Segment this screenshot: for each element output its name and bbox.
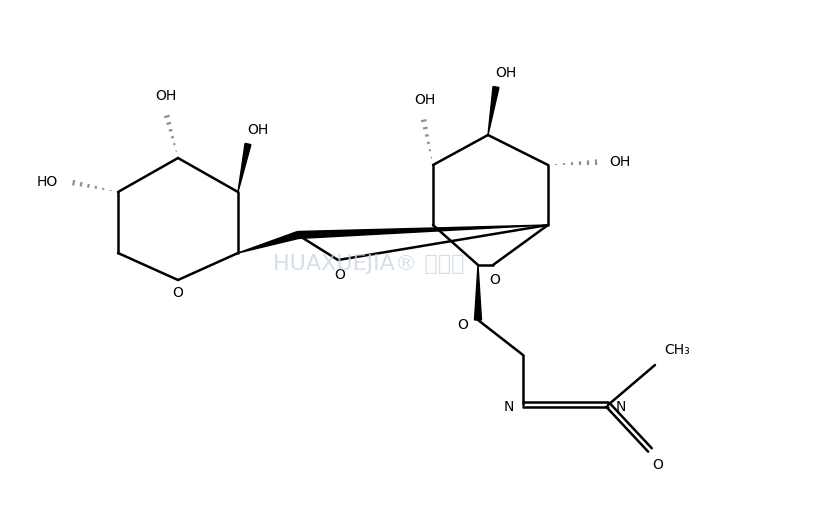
Text: O: O bbox=[172, 286, 183, 300]
Text: OH: OH bbox=[155, 89, 176, 103]
Text: HO: HO bbox=[37, 175, 58, 189]
Text: N: N bbox=[615, 400, 625, 414]
Text: O: O bbox=[457, 318, 468, 332]
Polygon shape bbox=[237, 232, 298, 253]
Text: HUAXUEJIA® 化学加: HUAXUEJIA® 化学加 bbox=[273, 253, 463, 274]
Text: OH: OH bbox=[609, 155, 630, 169]
Text: O: O bbox=[489, 273, 500, 287]
Text: N: N bbox=[503, 400, 513, 414]
Text: OH: OH bbox=[495, 66, 516, 80]
Polygon shape bbox=[474, 265, 481, 320]
Text: O: O bbox=[334, 268, 345, 282]
Polygon shape bbox=[298, 225, 548, 239]
Text: O: O bbox=[652, 458, 663, 472]
Polygon shape bbox=[487, 86, 498, 135]
Text: CH₃: CH₃ bbox=[663, 343, 689, 357]
Polygon shape bbox=[237, 143, 251, 192]
Text: OH: OH bbox=[414, 93, 435, 107]
Text: OH: OH bbox=[247, 123, 268, 137]
